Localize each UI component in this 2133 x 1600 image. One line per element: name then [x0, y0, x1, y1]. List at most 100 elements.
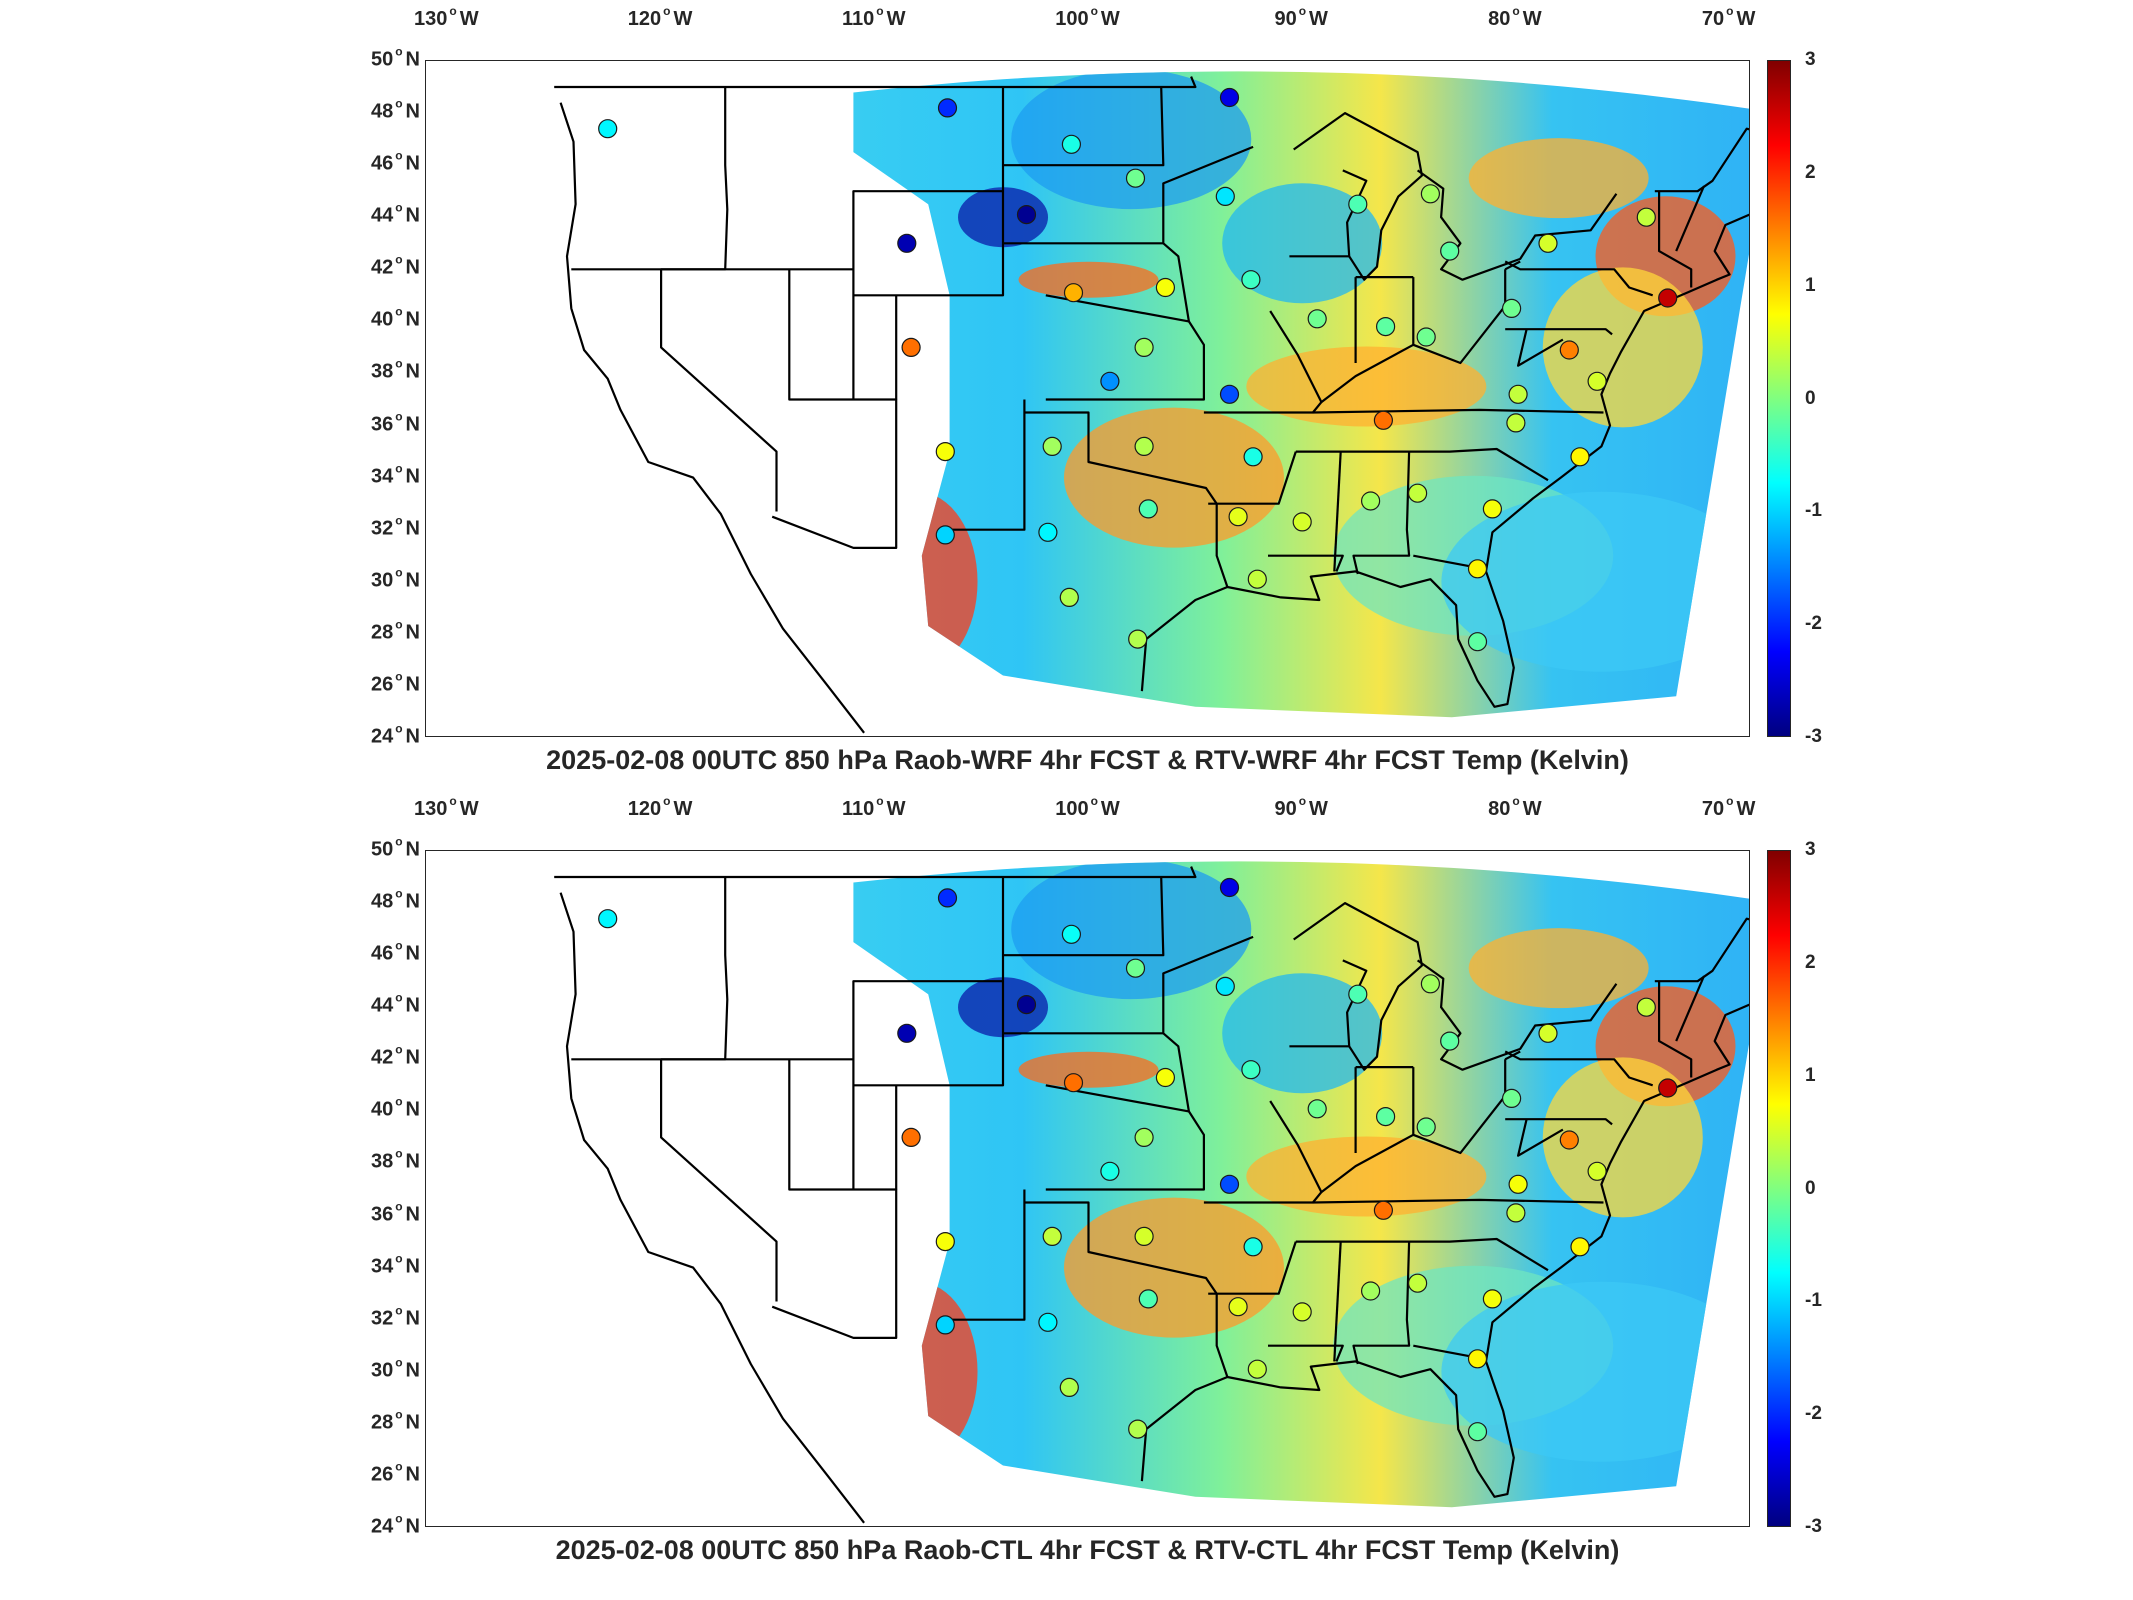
- state-border: [1295, 447, 1549, 482]
- raob-station-marker: [1219, 877, 1240, 898]
- field-anomaly: [1441, 491, 1749, 672]
- state-border: [1312, 408, 1604, 414]
- raob-station-marker: [1219, 87, 1240, 108]
- raob-station-marker: [1134, 1127, 1154, 1147]
- raob-station-marker: [935, 442, 955, 462]
- raob-station-marker: [1407, 1273, 1428, 1293]
- latitude-tick-label: 32 o N: [370, 513, 420, 540]
- raob-station-marker: [1467, 1422, 1488, 1442]
- raob-station-marker: [1128, 629, 1148, 649]
- state-border: [1352, 451, 1411, 575]
- raob-station-marker: [1538, 233, 1558, 253]
- state-border: [1333, 451, 1342, 572]
- colorbar-tick-label: 0: [1805, 387, 1816, 409]
- raob-station-marker: [1307, 1099, 1327, 1119]
- longitude-tick-label: 130 o W: [414, 4, 479, 30]
- colorbar-tick-label: -1: [1805, 500, 1822, 522]
- latitude-tick-label: 30 o N: [370, 1355, 420, 1382]
- raob-station-marker: [1587, 1161, 1607, 1181]
- state-border: [1269, 1059, 1507, 1194]
- raob-station-marker: [1042, 1226, 1062, 1246]
- longitude-tick-label: 110 o W: [842, 4, 906, 30]
- state-border: [1504, 260, 1654, 297]
- raob-station-marker: [1155, 1067, 1176, 1088]
- longitude-tick-label: 120 o W: [627, 794, 693, 820]
- raob-station-marker: [1506, 413, 1526, 433]
- state-border: [1045, 145, 1254, 323]
- raob-station-marker: [1219, 1174, 1240, 1194]
- coastline: [559, 892, 865, 1524]
- raob-station-marker: [1307, 309, 1327, 329]
- raob-station-marker: [1134, 1226, 1154, 1246]
- raob-station-marker: [1482, 499, 1503, 519]
- state-border: [1208, 451, 1297, 505]
- raob-station-marker: [1134, 337, 1154, 357]
- raob-station-marker: [1138, 1289, 1158, 1309]
- raob-station-marker: [1292, 1302, 1312, 1322]
- state-border: [571, 190, 1005, 297]
- longitude-tick-label: 70 o W: [1701, 4, 1756, 30]
- raob-station-marker: [1501, 1088, 1522, 1108]
- state-border: [1045, 1110, 1206, 1191]
- state-border: [1269, 269, 1507, 404]
- state-border: [1003, 876, 1165, 957]
- raob-station-marker: [1219, 384, 1240, 404]
- field-anomaly: [1011, 861, 1252, 1000]
- raob-station-marker: [1360, 491, 1381, 511]
- latitude-tick-label: 50 o N: [370, 44, 420, 71]
- raob-station-marker: [897, 1023, 917, 1043]
- latitude-tick-label: 46 o N: [370, 148, 420, 175]
- state-border: [660, 877, 778, 1302]
- coastline: [1140, 1003, 1749, 1498]
- raob-station-marker: [901, 337, 921, 357]
- raob-station-marker: [1348, 194, 1368, 214]
- latitude-tick-label: 26 o N: [370, 669, 420, 696]
- field-anomaly: [1441, 1281, 1749, 1462]
- map-panel-raob-ctl: 130 o W 120 o W 110 o W 100 o W 90 o W 80 o W 70 o W 50 o N 48 o…: [0, 790, 2133, 1590]
- state-border: [1295, 1237, 1549, 1272]
- raob-station-marker: [1228, 507, 1248, 527]
- raob-station-marker: [1063, 283, 1084, 303]
- latitude-tick-label: 24 o N: [370, 1511, 420, 1538]
- state-border: [1312, 1198, 1604, 1204]
- latitude-tick-label: 42 o N: [370, 1042, 420, 1069]
- raob-station-marker: [1416, 1117, 1436, 1137]
- colorbar-tick-label: -3: [1805, 1516, 1822, 1537]
- longitude-tick-label: 90 o W: [1274, 4, 1328, 30]
- latitude-tick-label: 24 o N: [370, 721, 420, 748]
- latitude-tick-label: 48 o N: [370, 886, 420, 913]
- raob-station-marker: [1360, 1281, 1381, 1301]
- latitude-tick-label: 28 o N: [370, 1407, 420, 1434]
- raob-station-marker: [1559, 340, 1579, 360]
- field-anomaly: [1246, 346, 1487, 427]
- raob-station-marker: [1215, 976, 1235, 996]
- colorbar-tick-label: 3: [1805, 49, 1816, 70]
- raob-station-marker: [1038, 522, 1058, 542]
- field-anomaly: [857, 491, 978, 672]
- field-anomaly: [1063, 407, 1284, 548]
- raob-station-marker: [1570, 1237, 1590, 1257]
- raob-station-marker: [1658, 1078, 1678, 1098]
- longitude-tick-label: 70 o W: [1701, 794, 1756, 820]
- raob-station-marker: [1292, 512, 1312, 532]
- raob-station-marker: [1247, 1359, 1267, 1379]
- colorbar-tick-label: 2: [1805, 951, 1816, 973]
- raob-station-marker: [1247, 569, 1267, 589]
- raob-station-marker: [1373, 1200, 1394, 1220]
- latitude-tick-label: 36 o N: [370, 1199, 420, 1226]
- raob-station-marker: [1636, 207, 1656, 227]
- latitude-tick-label: 26 o N: [370, 1459, 420, 1486]
- raob-station-marker: [1061, 134, 1082, 154]
- longitude-tick-label: 100 o W: [1055, 4, 1120, 30]
- state-border: [1654, 917, 1749, 983]
- state-border: [1208, 1241, 1297, 1295]
- colorbar-tick-label: 2: [1805, 161, 1816, 183]
- raob-station-marker: [1658, 288, 1678, 308]
- latitude-tick-label: 48 o N: [370, 96, 420, 123]
- raob-station-marker: [1228, 1297, 1248, 1317]
- state-border: [771, 269, 898, 549]
- state-border: [660, 87, 778, 512]
- latitude-tick-label: 34 o N: [370, 461, 420, 488]
- state-border: [1268, 1344, 1344, 1362]
- raob-station-marker: [1059, 1377, 1079, 1398]
